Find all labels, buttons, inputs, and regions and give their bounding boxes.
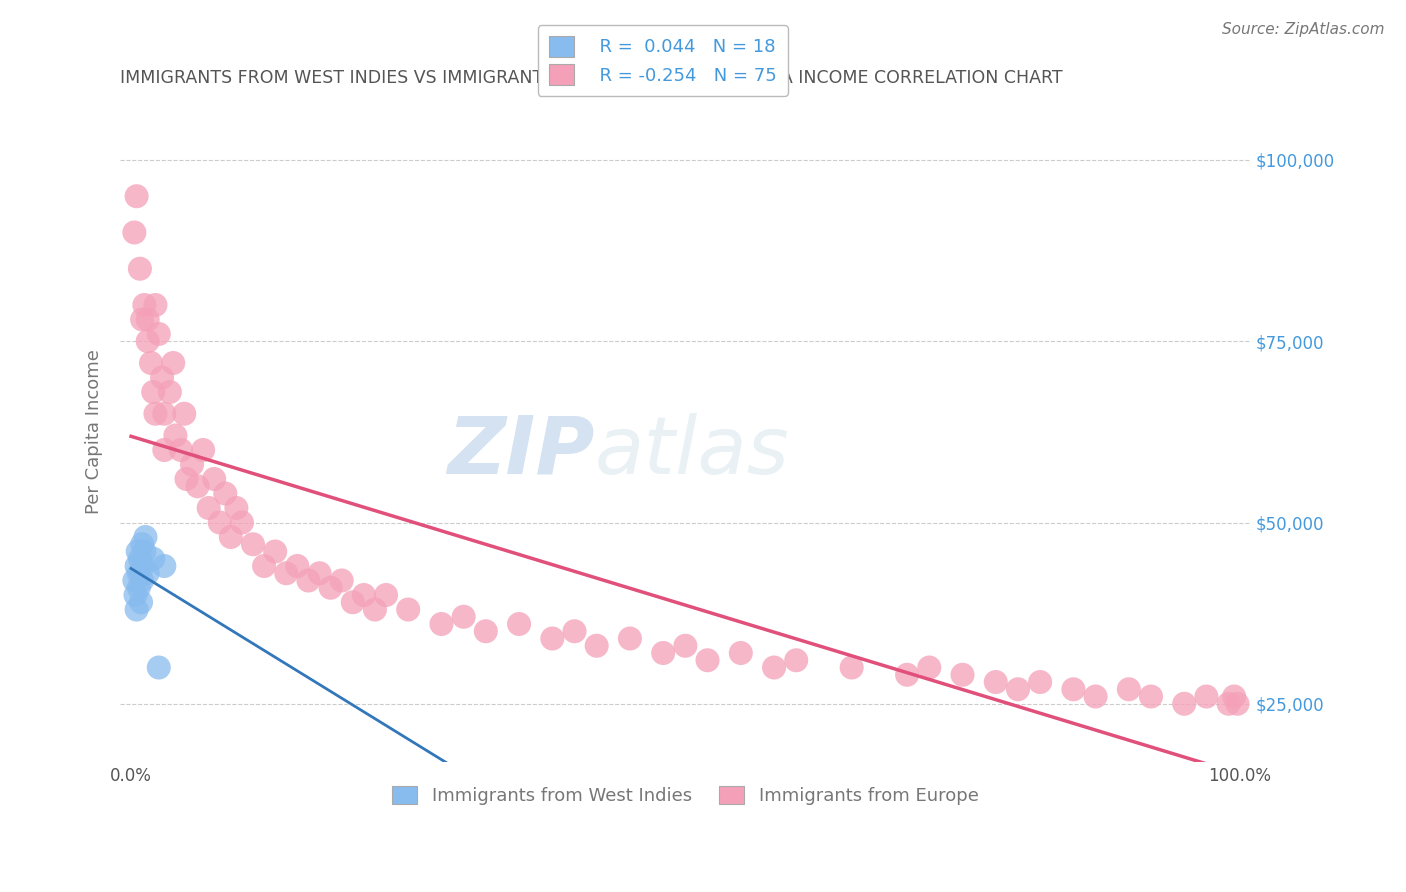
Point	[673, 639, 696, 653]
Point	[242, 537, 264, 551]
Point	[142, 551, 165, 566]
Point	[125, 559, 148, 574]
Point	[191, 442, 214, 457]
Point	[285, 559, 308, 574]
Point	[145, 407, 167, 421]
Point	[136, 312, 159, 326]
Point	[541, 632, 564, 646]
Point	[319, 581, 342, 595]
Point	[1195, 690, 1218, 704]
Legend: Immigrants from West Indies, Immigrants from Europe: Immigrants from West Indies, Immigrants …	[385, 779, 986, 812]
Point	[131, 537, 153, 551]
Point	[1218, 697, 1240, 711]
Point	[197, 501, 219, 516]
Point	[564, 624, 586, 639]
Point	[453, 609, 475, 624]
Point	[308, 566, 330, 581]
Point	[508, 617, 530, 632]
Point	[763, 660, 786, 674]
Point	[231, 516, 253, 530]
Point	[153, 407, 176, 421]
Point	[1084, 690, 1107, 704]
Point	[1062, 682, 1084, 697]
Point	[127, 544, 149, 558]
Point	[1118, 682, 1140, 697]
Text: atlas: atlas	[595, 413, 790, 491]
Point	[841, 660, 863, 674]
Point	[129, 551, 152, 566]
Point	[134, 530, 156, 544]
Point	[134, 298, 156, 312]
Point	[162, 356, 184, 370]
Point	[730, 646, 752, 660]
Point	[125, 189, 148, 203]
Point	[253, 559, 276, 574]
Point	[131, 574, 153, 588]
Point	[136, 566, 159, 581]
Point	[176, 472, 198, 486]
Y-axis label: Per Capita Income: Per Capita Income	[86, 350, 103, 515]
Point	[129, 595, 152, 609]
Point	[181, 458, 204, 472]
Point	[148, 660, 170, 674]
Point	[129, 261, 152, 276]
Text: ZIP: ZIP	[447, 413, 595, 491]
Point	[159, 384, 181, 399]
Point	[475, 624, 498, 639]
Point	[128, 566, 150, 581]
Point	[984, 675, 1007, 690]
Point	[187, 479, 209, 493]
Point	[142, 384, 165, 399]
Point	[214, 486, 236, 500]
Point	[132, 559, 155, 574]
Point	[124, 574, 146, 588]
Point	[396, 602, 419, 616]
Point	[297, 574, 319, 588]
Point	[918, 660, 941, 674]
Text: Source: ZipAtlas.com: Source: ZipAtlas.com	[1222, 22, 1385, 37]
Point	[173, 407, 195, 421]
Point	[131, 312, 153, 326]
Point	[153, 559, 176, 574]
Point	[342, 595, 364, 609]
Point	[170, 442, 193, 457]
Point	[139, 356, 162, 370]
Point	[208, 516, 231, 530]
Point	[148, 326, 170, 341]
Point	[219, 530, 242, 544]
Point	[153, 442, 176, 457]
Point	[952, 667, 974, 681]
Point	[375, 588, 398, 602]
Point	[125, 602, 148, 616]
Point	[225, 501, 247, 516]
Point	[1226, 697, 1249, 711]
Point	[1140, 690, 1163, 704]
Point	[145, 298, 167, 312]
Point	[330, 574, 353, 588]
Text: IMMIGRANTS FROM WEST INDIES VS IMMIGRANTS FROM EUROPE PER CAPITA INCOME CORRELAT: IMMIGRANTS FROM WEST INDIES VS IMMIGRANT…	[120, 69, 1063, 87]
Point	[264, 544, 287, 558]
Point	[276, 566, 298, 581]
Point	[150, 370, 173, 384]
Point	[202, 472, 225, 486]
Point	[165, 428, 187, 442]
Point	[124, 588, 146, 602]
Point	[134, 544, 156, 558]
Point	[619, 632, 641, 646]
Point	[430, 617, 453, 632]
Point	[585, 639, 607, 653]
Point	[364, 602, 387, 616]
Point	[136, 334, 159, 349]
Point	[128, 581, 150, 595]
Point	[1223, 690, 1246, 704]
Point	[896, 667, 918, 681]
Point	[652, 646, 675, 660]
Point	[785, 653, 807, 667]
Point	[696, 653, 718, 667]
Point	[1173, 697, 1195, 711]
Point	[124, 226, 146, 240]
Point	[1007, 682, 1029, 697]
Point	[1029, 675, 1052, 690]
Point	[353, 588, 375, 602]
